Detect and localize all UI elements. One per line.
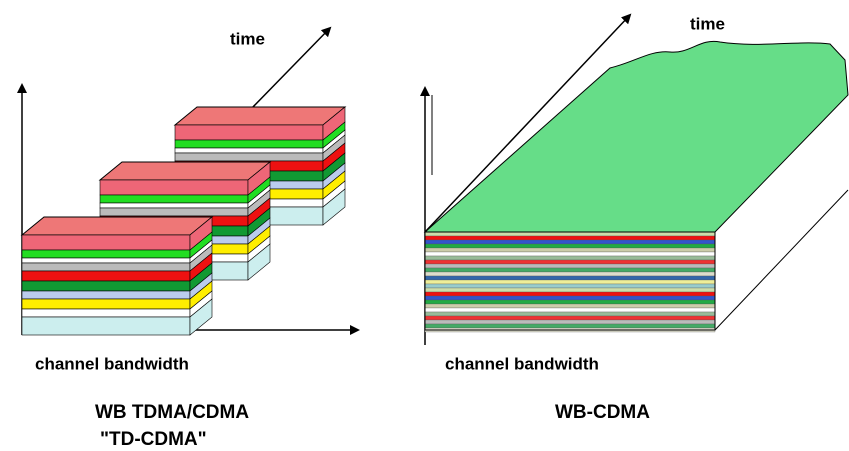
side-stripe [247,243,271,281]
stripe [21,270,191,282]
left-diagram: time channel bandwidth WB TDMA/CDMA "TD-… [17,26,433,450]
stripe [424,271,716,277]
axis-label: channel bandwidth [35,354,189,373]
top-face [173,106,347,126]
stripe [424,267,716,273]
stripe [424,311,716,317]
stripe [424,255,716,261]
stripe [424,259,716,265]
stripe [424,283,716,289]
time-axis [424,13,632,233]
stripe [99,179,249,196]
stripe [174,147,324,154]
stripe [99,194,249,204]
stripe [21,308,191,318]
stripe [424,303,716,309]
stripe [424,243,716,249]
stripe [21,234,191,251]
top-face [20,216,214,236]
side-stripe [322,188,346,226]
caption: WB TDMA/CDMA [95,402,249,423]
stripe [424,319,716,325]
guide-line [714,189,849,331]
stripe [174,139,324,149]
stripe [424,279,716,285]
time-axis [249,26,332,111]
right-diagram: time channel bandwidth WB-CDMA [420,13,849,423]
stripe [424,323,716,329]
time-label: time [690,14,725,33]
stripe [424,247,716,253]
stripe [424,299,716,305]
caption: WB-CDMA [555,402,650,423]
stripe [424,239,716,245]
time-label: time [230,29,265,48]
stripe [424,307,716,313]
top-face [98,161,272,181]
stripe [424,315,716,321]
stripe [21,298,191,310]
stripe [424,231,716,237]
stripe [21,249,191,259]
stripe [21,316,191,336]
stripe [174,124,324,141]
stripe [99,202,249,209]
stripe [424,275,716,281]
stripe [424,235,716,241]
side-stripe [189,298,213,336]
caption: "TD-CDMA" [100,429,207,450]
stripe [21,280,191,292]
stripe [99,207,249,217]
stripe [424,287,716,293]
stripe [424,291,716,297]
stripe [424,251,716,257]
stripe [424,295,716,301]
stripe [21,257,191,264]
stripe [174,152,324,162]
stripe [21,262,191,272]
axis-label: channel bandwidth [445,354,599,373]
stripe [21,290,191,300]
top-surface [423,40,849,233]
slab-outline [424,231,716,331]
stripe [424,263,716,269]
